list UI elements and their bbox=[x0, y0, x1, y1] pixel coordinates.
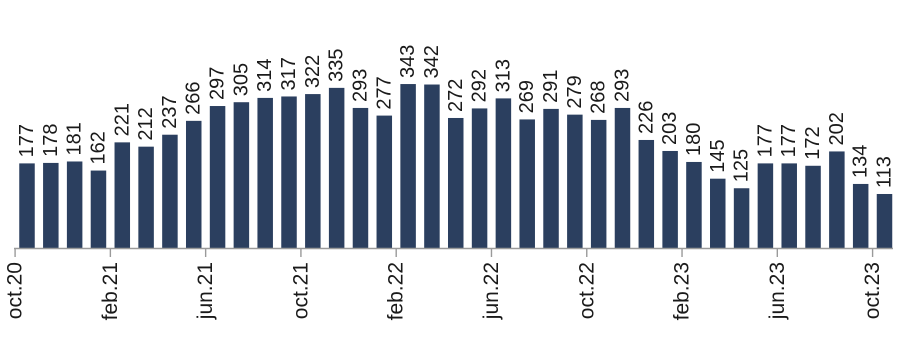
tick-label-feb.23: feb.23 bbox=[671, 262, 694, 320]
tick-label-feb.22: feb.22 bbox=[385, 262, 408, 320]
bar-feb.23 bbox=[686, 161, 702, 248]
bar-dec.21 bbox=[352, 107, 369, 248]
value-label-sep.21: 317 bbox=[278, 57, 300, 90]
tick-label-oct.22: oct.22 bbox=[575, 262, 598, 319]
value-label-dec.22: 226 bbox=[635, 101, 657, 134]
bar-dec.20 bbox=[66, 161, 83, 248]
bar-jul.22 bbox=[519, 119, 535, 248]
bar-feb.21 bbox=[114, 142, 131, 248]
value-label-dec.20: 181 bbox=[64, 122, 86, 155]
value-label-may.22: 292 bbox=[469, 69, 491, 102]
value-label-oct.21: 322 bbox=[302, 55, 324, 88]
value-label-nov.20: 178 bbox=[40, 124, 62, 157]
bar-mar.21 bbox=[138, 146, 154, 248]
value-label-dec.21: 293 bbox=[349, 69, 371, 102]
value-label-jan.22: 277 bbox=[373, 76, 395, 109]
bar-jan.23 bbox=[662, 150, 678, 248]
value-label-oct.23: 113 bbox=[874, 156, 896, 188]
value-label-jun.23: 177 bbox=[778, 124, 800, 157]
tick-label-oct.20: oct.20 bbox=[4, 262, 27, 319]
bar-sep.22 bbox=[567, 114, 583, 248]
value-label-jun.22: 313 bbox=[492, 59, 514, 92]
value-label-nov.21: 335 bbox=[326, 48, 348, 81]
bar-jul.23 bbox=[805, 165, 821, 248]
value-label-sep.23: 134 bbox=[850, 145, 872, 178]
value-label-feb.21: 221 bbox=[111, 103, 133, 136]
bar-sep.23 bbox=[852, 183, 869, 248]
bar-aug.23 bbox=[829, 151, 845, 248]
bar-nov.20 bbox=[43, 162, 59, 248]
bar-oct.22 bbox=[590, 119, 607, 249]
bar-apr.21 bbox=[162, 134, 178, 248]
bar-sep.21 bbox=[281, 96, 297, 248]
tick-label-jun.21: jun.21 bbox=[194, 262, 217, 320]
value-label-aug.21: 314 bbox=[254, 59, 276, 92]
bar-may.22 bbox=[471, 108, 488, 248]
value-label-feb.22: 343 bbox=[397, 45, 419, 78]
value-label-mar.22: 342 bbox=[421, 45, 443, 78]
bar-apr.22 bbox=[448, 117, 464, 248]
value-label-may.23: 177 bbox=[754, 124, 776, 157]
value-label-jul.22: 269 bbox=[516, 80, 538, 113]
tick-label-feb.21: feb.21 bbox=[99, 262, 122, 320]
bar-oct.21 bbox=[305, 94, 321, 248]
bar-aug.22 bbox=[543, 108, 559, 249]
bar-nov.22 bbox=[614, 107, 631, 248]
bar-nov.21 bbox=[328, 87, 345, 249]
bar-jun.21 bbox=[209, 106, 226, 248]
value-label-jan.23: 203 bbox=[659, 112, 681, 145]
bar-mar.22 bbox=[424, 84, 440, 249]
value-label-aug.23: 202 bbox=[826, 112, 848, 145]
value-label-apr.21: 237 bbox=[159, 95, 181, 128]
value-label-nov.22: 293 bbox=[611, 69, 633, 102]
value-label-sep.22: 279 bbox=[564, 75, 586, 108]
value-label-may.21: 266 bbox=[183, 81, 205, 114]
x-axis-ticks-group: oct.20 feb.21 jun.21 oct.21 feb.22 jun.22 oct.… bbox=[4, 248, 884, 320]
value-label-aug.22: 291 bbox=[540, 70, 562, 103]
tick-label-oct.23: oct.23 bbox=[861, 262, 884, 319]
value-label-feb.23: 180 bbox=[683, 123, 705, 156]
bar-dec.22 bbox=[638, 139, 655, 248]
bar-oct.23 bbox=[876, 193, 893, 248]
value-label-jun.21: 297 bbox=[207, 67, 229, 100]
bar-apr.23 bbox=[733, 188, 750, 248]
bar-jul.21 bbox=[233, 102, 250, 249]
value-label-mar.23: 145 bbox=[707, 139, 729, 172]
bar-jan.21 bbox=[90, 170, 107, 248]
bar-jan.22 bbox=[376, 115, 393, 248]
value-label-oct.20: 177 bbox=[16, 124, 38, 157]
tick-label-jun.22: jun.22 bbox=[480, 262, 503, 320]
tick-label-jun.23: jun.23 bbox=[766, 262, 789, 320]
bars-group bbox=[19, 84, 893, 249]
bar-feb.22 bbox=[400, 84, 416, 248]
bar-may.23 bbox=[757, 163, 774, 248]
value-label-oct.22: 268 bbox=[588, 81, 610, 114]
bar-aug.21 bbox=[257, 97, 273, 248]
bar-jun.23 bbox=[781, 163, 797, 248]
value-label-jul.21: 305 bbox=[230, 63, 252, 96]
bar-jun.22 bbox=[495, 98, 512, 248]
value-label-apr.22: 272 bbox=[445, 79, 467, 112]
value-label-mar.21: 212 bbox=[135, 107, 157, 140]
tick-label-oct.21: oct.21 bbox=[289, 262, 312, 319]
value-label-jan.21: 162 bbox=[87, 131, 109, 164]
bar-oct.20 bbox=[19, 163, 35, 248]
value-label-apr.23: 125 bbox=[731, 149, 753, 182]
bar-mar.23 bbox=[710, 178, 726, 248]
bar-may.21 bbox=[185, 120, 202, 248]
value-label-jul.23: 172 bbox=[802, 126, 824, 159]
